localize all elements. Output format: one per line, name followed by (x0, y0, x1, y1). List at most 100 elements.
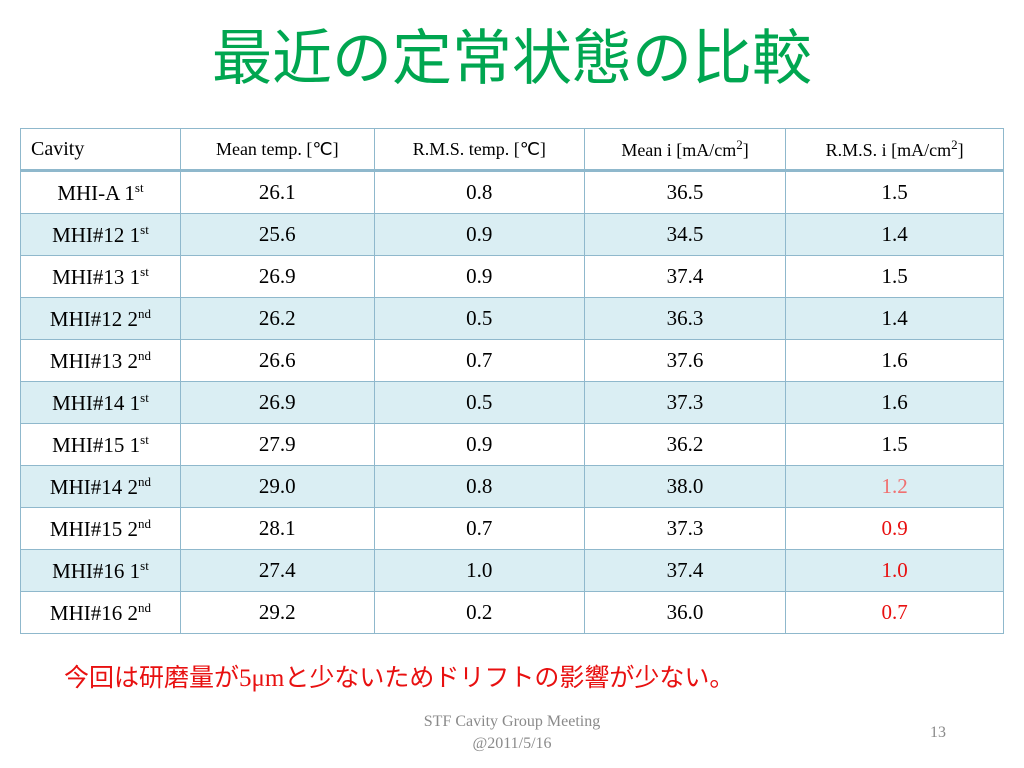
value-cell: 0.9 (785, 507, 1004, 550)
value-cell: 27.9 (179, 423, 375, 466)
value-cell: 26.9 (179, 255, 375, 298)
value-cell: 0.9 (373, 255, 585, 298)
cavity-cell: MHI#14 1st (20, 381, 181, 424)
table-row: MHI#12 1st 25.6 0.9 34.5 1.4 (20, 213, 1004, 256)
value-cell: 36.5 (583, 170, 787, 214)
header-row: Cavity Mean temp. [℃] R.M.S. temp. [℃] Mean… (20, 128, 1004, 172)
cell-text: MHI#15 2 (49, 516, 138, 541)
value-cell: 36.0 (583, 591, 787, 634)
cell-text: R.M.S. temp. [℃] (412, 138, 546, 159)
cavity-cell: MHI#16 2nd (20, 591, 181, 634)
value-cell: 26.1 (179, 170, 375, 214)
value-cell: 0.5 (373, 381, 585, 424)
cell-text: ] (742, 140, 749, 160)
value-cell: 1.5 (785, 255, 1004, 298)
cell-text: ] (957, 140, 964, 160)
value-cell: 37.4 (583, 255, 787, 298)
value-cell: 0.9 (373, 213, 585, 256)
header-cell: R.M.S. i [mA/cm2] (785, 128, 1004, 172)
cell-text: MHI#16 2 (49, 600, 138, 625)
table-row: MHI#14 2nd 29.0 0.8 38.0 1.2 (20, 465, 1004, 508)
superscript: st (140, 431, 149, 447)
footer-line: STF Cavity Group Meeting (423, 713, 601, 730)
table-row: MHI#15 2nd 28.1 0.7 37.3 0.9 (20, 507, 1004, 550)
value-cell: 29.0 (179, 465, 375, 508)
cavity-cell: MHI#12 2nd (20, 297, 181, 340)
superscript: st (140, 263, 149, 279)
cavity-cell: MHI#14 2nd (20, 465, 181, 508)
cavity-cell: MHI#16 1st (20, 549, 181, 592)
value-cell: 0.7 (373, 339, 585, 382)
table-row: MHI#14 1st 26.9 0.5 37.3 1.6 (20, 381, 1004, 424)
value-cell: 25.6 (179, 213, 375, 256)
table-row: MHI#15 1st 27.9 0.9 36.2 1.5 (20, 423, 1004, 466)
note: 今回は研磨量が5μmと少ないためドリフトの影響が少ない。 (64, 665, 735, 692)
value-cell: 37.6 (583, 339, 787, 382)
cell-text: MHI#13 2 (49, 348, 138, 373)
value-cell: 26.6 (179, 339, 375, 382)
slide-title: 最近の定常状態の比較 (212, 24, 812, 94)
header-cell: Cavity (20, 128, 181, 172)
superscript: st (140, 221, 149, 237)
value-cell: 36.3 (583, 297, 787, 340)
cell-text: MHI#16 1 (52, 558, 141, 583)
value-cell: 1.6 (785, 339, 1004, 382)
cell-text: MHI#13 1 (52, 264, 141, 289)
value-cell: 0.7 (373, 507, 585, 550)
cell-text: Mean temp. [℃] (215, 138, 339, 159)
table-row: MHI#16 1st 27.4 1.0 37.4 1.0 (20, 549, 1004, 592)
superscript: st (140, 389, 149, 405)
cell-text: R.M.S. i [mA/cm (825, 140, 952, 160)
value-cell: 29.2 (179, 591, 375, 634)
cell-text: MHI#14 1 (52, 390, 141, 415)
cell-text: MHI#12 1 (52, 222, 141, 247)
header-cell: Mean temp. [℃] (179, 128, 375, 172)
superscript: nd (138, 473, 151, 489)
cavity-cell: MHI#15 2nd (20, 507, 181, 550)
cell-text: MHI#15 1 (52, 432, 141, 457)
header-cell: R.M.S. temp. [℃] (373, 128, 585, 172)
cavity-cell: MHI#15 1st (20, 423, 181, 466)
table-row: MHI-A 1st 26.1 0.8 36.5 1.5 (20, 170, 1004, 214)
value-cell: 1.0 (373, 549, 585, 592)
value-cell: 0.2 (373, 591, 585, 634)
value-cell: 0.7 (785, 591, 1004, 634)
cavity-cell: MHI-A 1st (20, 170, 181, 214)
cell-text: Cavity (31, 137, 85, 160)
value-cell: 1.4 (785, 213, 1004, 256)
value-cell: 1.0 (785, 549, 1004, 592)
cell-text: MHI#14 2 (49, 474, 138, 499)
table-row: MHI#16 2nd 29.2 0.2 36.0 0.7 (20, 591, 1004, 634)
superscript: nd (138, 599, 151, 615)
value-cell: 26.2 (179, 297, 375, 340)
table-row: MHI#13 2nd 26.6 0.7 37.6 1.6 (20, 339, 1004, 382)
data-table: Cavity Mean temp. [℃] R.M.S. temp. [℃] Mean… (20, 128, 1004, 634)
cell-text: Mean i [mA/cm (621, 140, 737, 160)
value-cell: 1.4 (785, 297, 1004, 340)
superscript: nd (138, 305, 151, 321)
superscript: 2 (951, 137, 958, 152)
superscript: nd (138, 515, 151, 531)
value-cell: 0.5 (373, 297, 585, 340)
value-cell: 26.9 (179, 381, 375, 424)
value-cell: 36.2 (583, 423, 787, 466)
value-cell: 0.9 (373, 423, 585, 466)
header-cell: Mean i [mA/cm2] (583, 128, 787, 172)
superscript: st (140, 557, 149, 573)
footer-line: @2011/5/16 (472, 735, 552, 752)
value-cell: 1.5 (785, 423, 1004, 466)
value-cell: 28.1 (179, 507, 375, 550)
value-cell: 1.2 (785, 465, 1004, 508)
table-row: MHI#12 2nd 26.2 0.5 36.3 1.4 (20, 297, 1004, 340)
page-number: 13 (930, 724, 946, 741)
superscript: st (134, 179, 144, 195)
value-cell: 37.3 (583, 507, 787, 550)
table-row: MHI#13 1st 26.9 0.9 37.4 1.5 (20, 255, 1004, 298)
value-cell: 1.6 (785, 381, 1004, 424)
value-cell: 34.5 (583, 213, 787, 256)
value-cell: 1.5 (785, 170, 1004, 214)
value-cell: 37.4 (583, 549, 787, 592)
superscript: nd (138, 347, 151, 363)
